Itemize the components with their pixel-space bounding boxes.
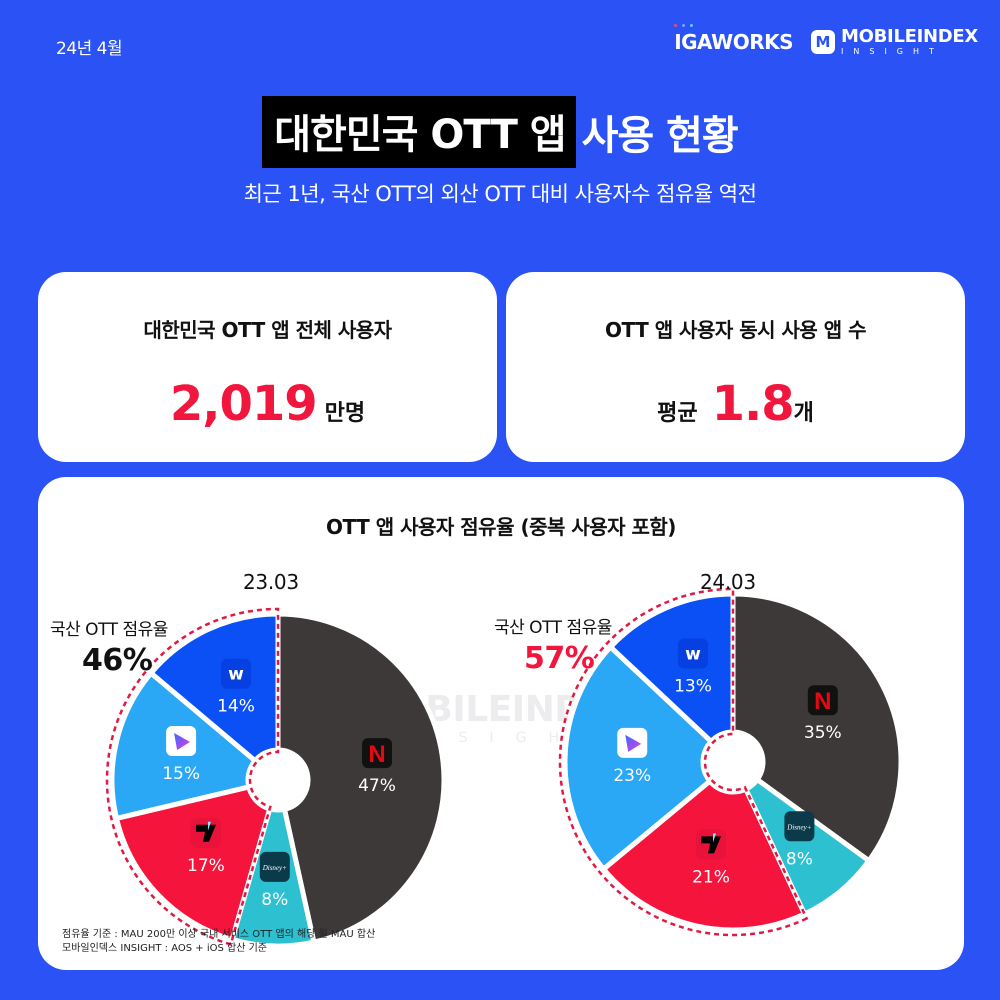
page-title: 대한민국 OTT 앱 사용 현황 [0, 96, 1000, 168]
svg-text:N: N [368, 741, 385, 768]
pie-slice-label: 21% [692, 867, 730, 887]
svg-text:w: w [228, 665, 244, 685]
pie-slice-netflix [730, 591, 904, 864]
pie-center-hole [707, 736, 759, 788]
pie-chart-2403: N 35% Disney+ 8% 21% 23% w 13% [558, 587, 904, 937]
mobileindex-logo: M MOBILEINDEX INSIGHT [811, 28, 978, 56]
title-highlight: 대한민국 OTT 앱 [262, 96, 576, 168]
wavve-icon: w [677, 638, 708, 669]
pie-center-hole [252, 754, 304, 806]
share-card-title: OTT 앱 사용자 점유율 (중복 사용자 포함) [326, 515, 676, 539]
coupang-play-icon [617, 727, 648, 758]
brand-logos: IGAWORKS M MOBILEINDEX INSIGHT [674, 22, 978, 62]
concurrent-apps-card: OTT 앱 사용자 동시 사용 앱 수 평균 1.8 개 [506, 272, 965, 462]
pie-slice-label: 35% [804, 723, 842, 743]
pie-slice-label: 17% [187, 856, 225, 876]
svg-text:w: w [685, 644, 701, 664]
pie-slice-label: 14% [217, 697, 255, 717]
pie-left-domestic-value: 46% [82, 643, 153, 678]
pie-slice-tving [113, 784, 273, 943]
svg-text:Disney+: Disney+ [262, 864, 287, 872]
mobileindex-m-icon: M [811, 30, 836, 54]
disney-plus-icon: Disney+ [784, 811, 815, 842]
logo-dots-icon [674, 24, 694, 27]
pie-left-date: 23.03 [243, 570, 299, 594]
tving-icon [696, 829, 727, 860]
mobileindex-logo-sub: INSIGHT [841, 47, 944, 56]
pie-slice-label: 8% [261, 890, 288, 910]
footnote: 점유율 기준 : MAU 200만 이상 국내 서비스 OTT 앱의 해당 월 … [62, 928, 375, 956]
share-card: OTT 앱 사용자 점유율 (중복 사용자 포함) MOBILEINDEX IN… [38, 477, 964, 970]
pie-charts: N 47% Disney+ 8% 17% 15% w 14% N 35% Disney+ 8% 21%… [105, 587, 904, 949]
netflix-icon: N [807, 685, 838, 716]
domestic-ott-outline [105, 607, 280, 946]
total-users-value: 2,019 [169, 376, 318, 432]
disney-plus-icon: Disney+ [259, 851, 290, 882]
total-users-unit: 만명 [324, 401, 366, 426]
pie-right-date: 24.03 [700, 570, 756, 594]
igaworks-logo: IGAWORKS [674, 24, 794, 54]
pie-slice-label: 13% [674, 676, 712, 696]
footnote-line-2: 모바일인덱스 INSIGHT : AOS + iOS 합산 기준 [62, 943, 267, 954]
pie-slice-wavve [608, 591, 736, 744]
pie-right-domestic-value: 57% [524, 641, 595, 676]
mobileindex-logo-text: MOBILEINDEX [841, 26, 978, 47]
title-rest: 사용 현황 [581, 113, 739, 159]
wavve-icon: w [220, 658, 251, 689]
concurrent-apps-value: 1.8 [711, 376, 795, 432]
total-users-title: 대한민국 OTT 앱 전체 사용자 [143, 318, 392, 342]
pie-slice-coupang-play [562, 644, 714, 872]
svg-text:N: N [814, 688, 831, 715]
concurrent-apps-unit: 개 [793, 401, 814, 426]
pie-slice-label: 23% [613, 766, 651, 786]
report-date: 24년 4월 [56, 39, 123, 59]
pie-slice-label: 15% [162, 764, 200, 784]
pie-right-domestic-label: 국산 OTT 점유율 [494, 618, 612, 638]
pie-slice-netflix [275, 611, 447, 945]
footnote-line-1: 점유율 기준 : MAU 200만 이상 국내 서비스 OTT 앱의 해당 월 … [62, 929, 376, 940]
pie-chart-2303: N 47% Disney+ 8% 17% 15% w 14% [105, 607, 447, 949]
coupang-play-icon [166, 725, 197, 756]
concurrent-apps-prefix: 평균 [657, 401, 698, 426]
tving-icon [190, 817, 221, 848]
concurrent-apps-title: OTT 앱 사용자 동시 사용 앱 수 [604, 318, 867, 342]
igaworks-logo-text: IGAWORKS [674, 30, 794, 54]
pie-slice-wavve [148, 611, 281, 764]
pie-slice-label: 47% [358, 776, 396, 796]
pie-slice-label: 8% [786, 849, 813, 869]
svg-text:Disney+: Disney+ [786, 823, 811, 831]
pie-left-domestic-label: 국산 OTT 점유율 [50, 620, 168, 640]
domestic-ott-outline [558, 587, 809, 937]
netflix-icon: N [362, 738, 393, 769]
total-users-card: 대한민국 OTT 앱 전체 사용자 2,019 만명 [38, 272, 497, 462]
page-subtitle: 최근 1년, 국산 OTT의 외산 OTT 대비 사용자수 점유율 역전 [243, 182, 757, 206]
